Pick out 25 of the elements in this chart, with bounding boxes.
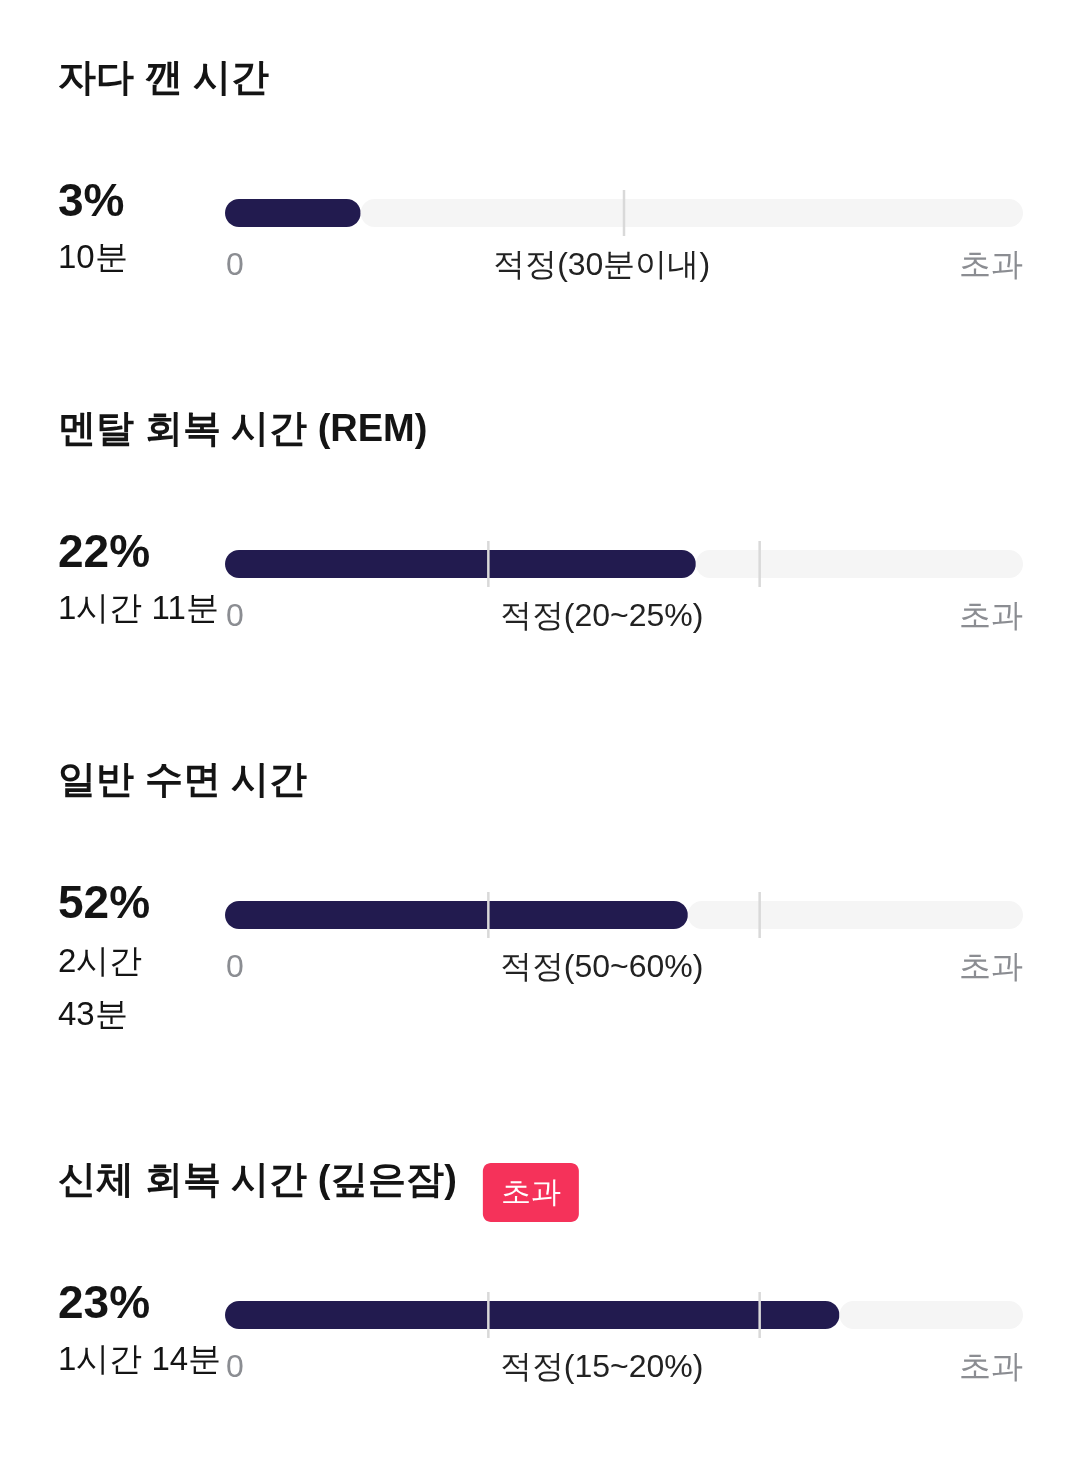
text: 적정(30분이내): [493, 246, 711, 282]
text: 0: [226, 948, 244, 984]
text: 0: [226, 246, 244, 282]
text: 적정(50~60%): [499, 948, 704, 984]
text: 초과: [959, 948, 1023, 984]
text: 2시간 43분: [58, 942, 143, 1032]
chart-title: 멘탈 회복 시간 (REM): [58, 406, 428, 449]
text: 0: [226, 597, 244, 633]
text: 23%: [58, 1276, 151, 1328]
text: 52%: [58, 876, 151, 928]
text: 초과: [959, 597, 1023, 633]
text: 적정(20~25%): [499, 597, 704, 633]
text: 3%: [58, 174, 125, 226]
text: 22%: [58, 525, 151, 577]
chart-title: 일반 수면 시간: [58, 757, 308, 800]
text: 초과: [959, 246, 1023, 282]
text: 초과: [959, 1348, 1023, 1384]
text: 10분: [58, 238, 128, 275]
chart-title: 자다 깬 시간: [58, 55, 270, 98]
text: 1시간 11분: [58, 589, 219, 626]
text: 초과: [500, 1174, 561, 1208]
text: 1시간 14분: [58, 1340, 222, 1377]
chart-title: 신체 회복 시간 (깊은잠): [58, 1157, 457, 1200]
text: 적정(15~20%): [499, 1348, 704, 1384]
text: 0: [226, 1348, 244, 1384]
